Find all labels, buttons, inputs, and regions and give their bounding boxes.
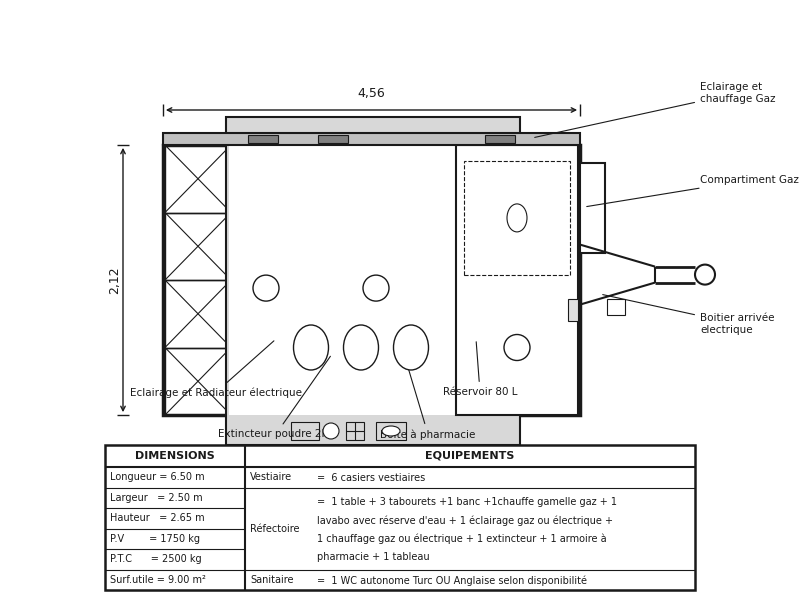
Bar	[456, 145, 578, 415]
Text: P.T.C      = 2500 kg: P.T.C = 2500 kg	[110, 554, 202, 564]
Text: Vestiaire: Vestiaire	[250, 472, 292, 482]
Bar	[485, 135, 515, 143]
Ellipse shape	[382, 426, 400, 436]
Bar	[231, 145, 299, 210]
Text: EQUIPEMENTS: EQUIPEMENTS	[426, 451, 514, 461]
Circle shape	[695, 265, 715, 284]
Bar	[165, 347, 231, 415]
Text: DIMENSIONS: DIMENSIONS	[135, 451, 215, 461]
Bar	[346, 422, 364, 440]
Text: Surf.utile = 9.00 m²: Surf.utile = 9.00 m²	[110, 575, 206, 585]
Bar	[105, 445, 695, 590]
Circle shape	[363, 275, 389, 301]
Text: Boite à pharmacie: Boite à pharmacie	[380, 356, 476, 439]
Bar	[165, 280, 231, 347]
Text: Extincteur poudre 2kg: Extincteur poudre 2kg	[218, 356, 334, 439]
Ellipse shape	[394, 325, 429, 370]
Text: Réservoir 80 L: Réservoir 80 L	[442, 342, 518, 397]
Bar	[248, 135, 278, 143]
Text: 1 chauffage gaz ou électrique + 1 extincteur + 1 armoire à: 1 chauffage gaz ou électrique + 1 extinc…	[317, 533, 606, 544]
Bar	[163, 145, 580, 415]
Circle shape	[504, 335, 530, 361]
Bar	[464, 161, 570, 275]
Text: =  1 WC autonome Turc OU Anglaise selon disponibilité: = 1 WC autonome Turc OU Anglaise selon d…	[317, 575, 587, 586]
Text: Largeur   = 2.50 m: Largeur = 2.50 m	[110, 493, 202, 503]
Ellipse shape	[507, 204, 527, 232]
Bar	[235, 218, 450, 288]
Bar	[318, 135, 348, 143]
Text: 2,12: 2,12	[109, 266, 122, 294]
Bar	[607, 299, 625, 314]
Text: P.V        = 1750 kg: P.V = 1750 kg	[110, 534, 200, 544]
Bar	[580, 163, 605, 253]
Text: 4,56: 4,56	[358, 87, 386, 100]
Bar	[291, 422, 319, 440]
Ellipse shape	[343, 325, 378, 370]
Text: =  6 casiers vestiaires: = 6 casiers vestiaires	[317, 473, 426, 483]
Text: Réfectoire: Réfectoire	[250, 523, 299, 533]
Text: Compartiment Gaz: Compartiment Gaz	[586, 175, 799, 206]
Bar	[163, 133, 580, 145]
Circle shape	[253, 275, 279, 301]
Bar	[376, 422, 406, 440]
Text: Sanitaire: Sanitaire	[250, 575, 294, 585]
Bar	[226, 117, 520, 445]
Bar	[165, 212, 231, 280]
Bar	[165, 145, 231, 212]
Text: Boitier arrivée
electrique: Boitier arrivée electrique	[602, 295, 774, 335]
Ellipse shape	[294, 325, 329, 370]
Bar	[568, 298, 578, 320]
Text: Longueur = 6.50 m: Longueur = 6.50 m	[110, 472, 205, 482]
Text: =  1 table + 3 tabourets +1 banc +1chauffe gamelle gaz + 1: = 1 table + 3 tabourets +1 banc +1chauff…	[317, 497, 617, 507]
Bar	[235, 149, 450, 214]
Text: Eclairage et Radiateur électrique: Eclairage et Radiateur électrique	[130, 341, 302, 397]
Text: pharmacie + 1 tableau: pharmacie + 1 tableau	[317, 552, 430, 562]
Circle shape	[323, 423, 339, 439]
Text: Hauteur   = 2.65 m: Hauteur = 2.65 m	[110, 513, 205, 523]
Bar	[229, 145, 517, 415]
Text: lavabo avec réserve d'eau + 1 éclairage gaz ou électrique +: lavabo avec réserve d'eau + 1 éclairage …	[317, 515, 613, 526]
Text: Eclairage et
chauffage Gaz: Eclairage et chauffage Gaz	[534, 82, 775, 137]
